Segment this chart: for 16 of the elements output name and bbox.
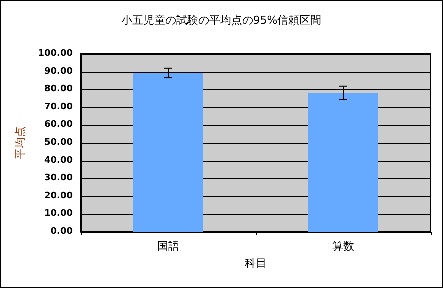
y-tick-label: 60.00 bbox=[44, 120, 73, 130]
y-tick-label: 30.00 bbox=[44, 174, 73, 184]
y-tick-label: 70.00 bbox=[44, 102, 73, 112]
x-tick-label: 国語 bbox=[158, 240, 180, 253]
y-tick-label: 40.00 bbox=[44, 156, 73, 166]
y-tick-label: 20.00 bbox=[44, 191, 73, 202]
y-tick-label: 50.00 bbox=[44, 138, 73, 148]
x-axis-title: 科目 bbox=[245, 257, 267, 270]
chart-title: 小五児童の試験の平均点の95%信頼区間 bbox=[121, 14, 322, 27]
y-tick-label: 100.00 bbox=[38, 49, 73, 59]
y-tick-label: 80.00 bbox=[44, 84, 73, 95]
y-tick-label: 10.00 bbox=[44, 209, 73, 220]
x-tick-label: 算数 bbox=[332, 240, 354, 253]
y-tick-label: 0.00 bbox=[50, 227, 73, 237]
y-tick-label: 90.00 bbox=[44, 66, 73, 77]
y-axis-title: 平均点 bbox=[14, 126, 27, 160]
